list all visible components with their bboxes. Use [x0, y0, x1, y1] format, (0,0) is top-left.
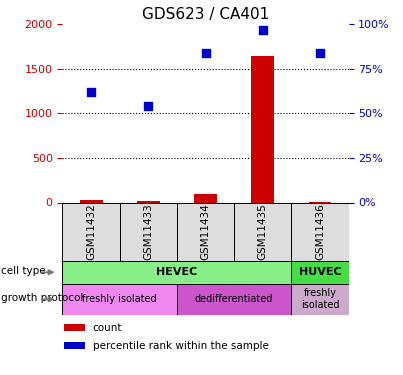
Text: growth protocol: growth protocol — [1, 293, 84, 303]
Bar — [291, 261, 349, 284]
Text: freshly isolated: freshly isolated — [82, 294, 157, 304]
Point — [145, 103, 152, 110]
Text: freshly
isolated: freshly isolated — [301, 288, 339, 310]
Text: GSM11432: GSM11432 — [86, 203, 96, 260]
Bar — [291, 284, 349, 315]
Text: percentile rank within the sample: percentile rank within the sample — [93, 341, 268, 351]
Text: GSM11434: GSM11434 — [201, 203, 210, 260]
Point — [317, 50, 323, 56]
Text: GSM11433: GSM11433 — [143, 203, 153, 260]
Bar — [120, 202, 177, 261]
Point — [260, 27, 266, 33]
Text: HEVEC: HEVEC — [156, 267, 197, 277]
Bar — [62, 261, 291, 284]
Bar — [137, 201, 160, 202]
Bar — [177, 202, 234, 261]
Text: count: count — [93, 323, 122, 333]
Bar — [62, 202, 120, 261]
Bar — [251, 56, 274, 202]
Text: GSM11435: GSM11435 — [258, 203, 268, 260]
Bar — [64, 324, 85, 331]
Title: GDS623 / CA401: GDS623 / CA401 — [142, 7, 269, 22]
Bar — [291, 202, 349, 261]
Text: GSM11436: GSM11436 — [315, 203, 325, 260]
Bar — [234, 202, 291, 261]
Bar — [62, 284, 177, 315]
Bar — [194, 195, 217, 202]
Text: HUVEC: HUVEC — [299, 267, 341, 277]
Text: cell type: cell type — [1, 266, 46, 276]
Bar — [80, 200, 102, 202]
Text: dedifferentiated: dedifferentiated — [195, 294, 273, 304]
Bar — [177, 284, 291, 315]
Bar — [64, 342, 85, 349]
Point — [88, 89, 94, 95]
Point — [202, 50, 209, 56]
